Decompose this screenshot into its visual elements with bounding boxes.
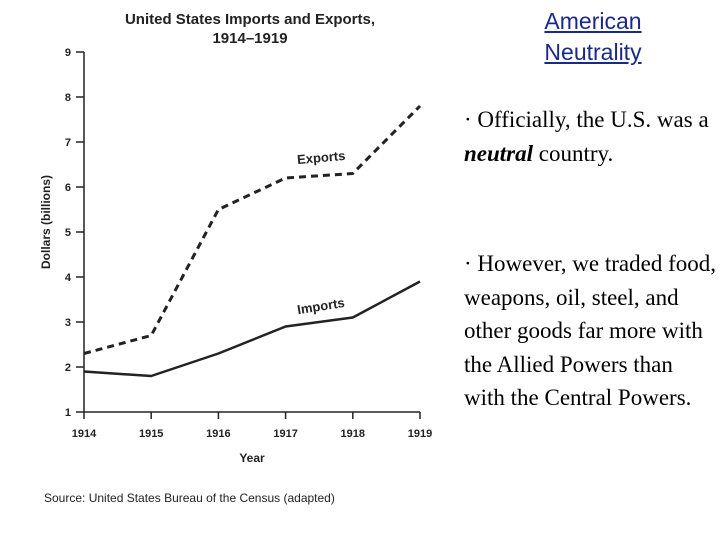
chart-panel: United States Imports and Exports, 1914–… [39, 11, 433, 505]
imports-series-label: Imports [296, 295, 345, 317]
x-tick-label: 1914 [72, 428, 97, 440]
y-tick-label: 1 [65, 407, 71, 419]
bullet-2-text: However, we traded food, weapons, oil, s… [464, 251, 716, 410]
slide-title[interactable]: American Neutrality [544, 8, 642, 65]
x-tick-label: 1918 [341, 428, 365, 440]
bullet-marker: · [464, 251, 472, 276]
bullet-marker: · [464, 107, 472, 132]
y-axis-label: Dollars (billions) [39, 175, 53, 269]
x-tick-label: 1916 [206, 428, 230, 440]
chart-source: Source: United States Bureau of the Cens… [44, 491, 335, 505]
bullet-1-emphasis: neutral [464, 140, 534, 166]
bullet-1-text-end: country. [533, 140, 614, 166]
text-panel: American Neutrality · Officially, the U.… [458, 0, 720, 540]
y-tick-label: 5 [65, 227, 71, 239]
x-axis-label: Year [239, 451, 265, 465]
chart-title-line-2: 1914–1919 [212, 30, 287, 47]
y-tick-label: 8 [65, 92, 71, 104]
imports-line [83, 280, 421, 378]
bullet-trade-allies: · However, we traded food, weapons, oil,… [464, 247, 716, 415]
x-tick-label: 1917 [273, 428, 297, 440]
chart-title-line-1: United States Imports and Exports, [125, 11, 375, 28]
y-tick-label: 3 [65, 317, 71, 329]
y-tick-label: 4 [65, 272, 72, 284]
x-tick-label: 1915 [139, 428, 163, 440]
bullet-officially-neutral: · Officially, the U.S. was a neutral cou… [464, 103, 716, 170]
exports-line [83, 104, 422, 355]
y-tick-label: 2 [65, 362, 71, 374]
y-tick-label: 9 [65, 47, 71, 59]
y-tick-label: 6 [65, 182, 71, 194]
y-tick-label: 7 [65, 137, 71, 149]
imports-exports-chart: United States Imports and Exports, 1914–… [39, 11, 432, 505]
bullet-1-text-start: Officially, the U.S. was a [477, 107, 709, 132]
x-tick-label: 1919 [408, 428, 432, 440]
exports-series-label: Exports [296, 148, 346, 167]
